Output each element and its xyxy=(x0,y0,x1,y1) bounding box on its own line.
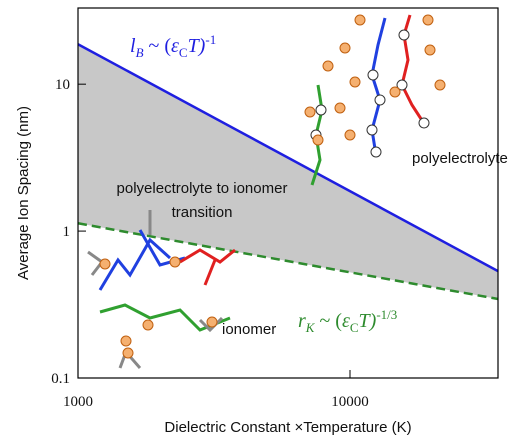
x-tick-label: 1000 xyxy=(63,394,93,410)
label-part: ε xyxy=(342,310,350,332)
label-part: K xyxy=(305,320,316,335)
label-part: -1/3 xyxy=(376,307,397,322)
polyelectrolyte-illustration xyxy=(304,14,446,186)
y-axis-label: Average Ion Spacing (nm) xyxy=(15,106,32,280)
label-part: C xyxy=(350,320,359,335)
transition-label: polyelectrolyte to ionomer xyxy=(117,180,288,197)
label-part: T) xyxy=(188,35,206,57)
plot-frame xyxy=(77,7,499,379)
transition-label: transition xyxy=(172,204,233,221)
y-tick-label: 1 xyxy=(63,224,71,240)
plot-area: 1000 10000 0.1 1 10 xyxy=(51,7,499,410)
label-part: B xyxy=(136,45,144,60)
ionomer-label: ionomer xyxy=(222,321,276,338)
label-part: ε xyxy=(171,35,179,57)
y-tick-label: 10 xyxy=(55,77,70,93)
label-part: C xyxy=(179,45,188,60)
label-part: ~ ( xyxy=(314,310,342,332)
y-tick-label: 0.1 xyxy=(51,371,70,387)
polyelectrolyte-label: polyelectrolyte xyxy=(412,150,508,167)
series-line xyxy=(77,43,499,273)
x-axis-label: Dielectric Constant ×Temperature (K) xyxy=(164,419,411,436)
ionomer-illustration xyxy=(87,210,236,369)
green-line-label: rK ~ (εCT)-1/3 xyxy=(298,307,397,335)
label-part: ~ ( xyxy=(144,35,172,57)
series-line xyxy=(77,222,499,301)
region xyxy=(78,44,498,299)
label-part: r xyxy=(298,310,306,332)
label-part: T) xyxy=(359,310,377,332)
x-tick-label: 10000 xyxy=(331,394,369,410)
label-part: l xyxy=(130,35,136,57)
label-part: -1 xyxy=(205,32,216,47)
blue-line-label: lB ~ (εCT)-1 xyxy=(130,32,216,60)
